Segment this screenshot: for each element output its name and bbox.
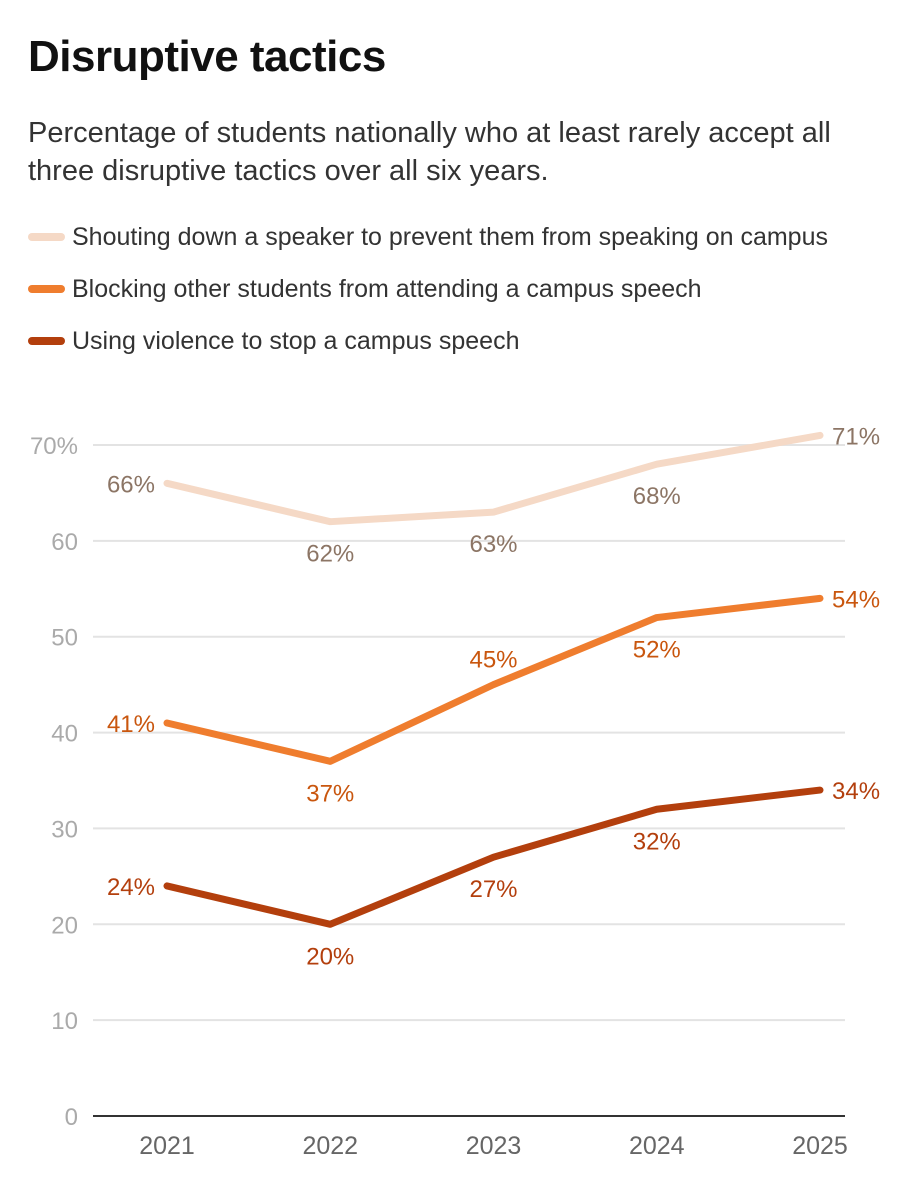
series-line-shouting-down-a [163, 431, 824, 526]
y-tick-label-50: 50 [51, 625, 78, 652]
x-tick-label-2025: 2025 [792, 1132, 848, 1160]
y-tick-label-70: 70% [30, 433, 78, 460]
legend-swatch-using-violence [28, 337, 65, 345]
data-label-blocking-other-students-2024: 52% [633, 637, 681, 664]
legend-item-using-violence: Using violence to stop a campus speech [28, 324, 878, 358]
data-label-shouting-down-a-2023: 63% [469, 531, 517, 558]
y-tick-label-30: 30 [51, 816, 78, 843]
data-label-blocking-other-students-2021: 41% [107, 711, 155, 738]
data-label-blocking-other-students-2025: 54% [832, 586, 880, 613]
y-tick-label-20: 20 [51, 912, 78, 939]
y-tick-label-40: 40 [51, 721, 78, 748]
y-tick-label-60: 60 [51, 529, 78, 556]
data-label-using-violence-to-2022: 20% [306, 943, 354, 970]
data-label-using-violence-to-2021: 24% [107, 874, 155, 901]
chart-title: Disruptive tactics [28, 32, 386, 81]
data-label-shouting-down-a-2025: 71% [832, 423, 880, 450]
series-line-blocking-other-students [163, 594, 824, 765]
y-tick-label-10: 10 [51, 1008, 78, 1035]
data-label-using-violence-to-2023: 27% [469, 876, 517, 903]
legend-swatch-shouting-down [28, 233, 65, 241]
data-label-using-violence-to-2025: 34% [832, 778, 880, 805]
legend-item-blocking-students: Blocking other students from attending a… [28, 272, 878, 306]
x-tick-label-2023: 2023 [466, 1132, 522, 1160]
data-label-using-violence-to-2024: 32% [633, 828, 681, 855]
data-label-blocking-other-students-2023: 45% [469, 647, 517, 674]
x-tick-label-2021: 2021 [139, 1132, 195, 1160]
data-label-shouting-down-a-2022: 62% [306, 541, 354, 568]
chart-subtitle: Percentage of students nationally who at… [28, 117, 831, 187]
legend-label-shouting-down: Shouting down a speaker to prevent them … [72, 223, 828, 251]
x-tick-label-2024: 2024 [629, 1132, 685, 1160]
data-label-blocking-other-students-2022: 37% [306, 780, 354, 807]
y-tick-label-0: 0 [65, 1104, 78, 1131]
series-line-using-violence-to [163, 786, 824, 928]
legend-label-blocking-students: Blocking other students from attending a… [72, 275, 702, 303]
legend: Shouting down a speaker to prevent them … [28, 220, 878, 376]
x-tick-label-2022: 2022 [302, 1132, 358, 1160]
data-label-shouting-down-a-2021: 66% [107, 471, 155, 498]
legend-item-shouting-down: Shouting down a speaker to prevent them … [28, 220, 878, 254]
legend-label-using-violence: Using violence to stop a campus speech [72, 327, 520, 355]
data-label-shouting-down-a-2024: 68% [633, 483, 681, 510]
legend-swatch-blocking-students [28, 285, 65, 293]
